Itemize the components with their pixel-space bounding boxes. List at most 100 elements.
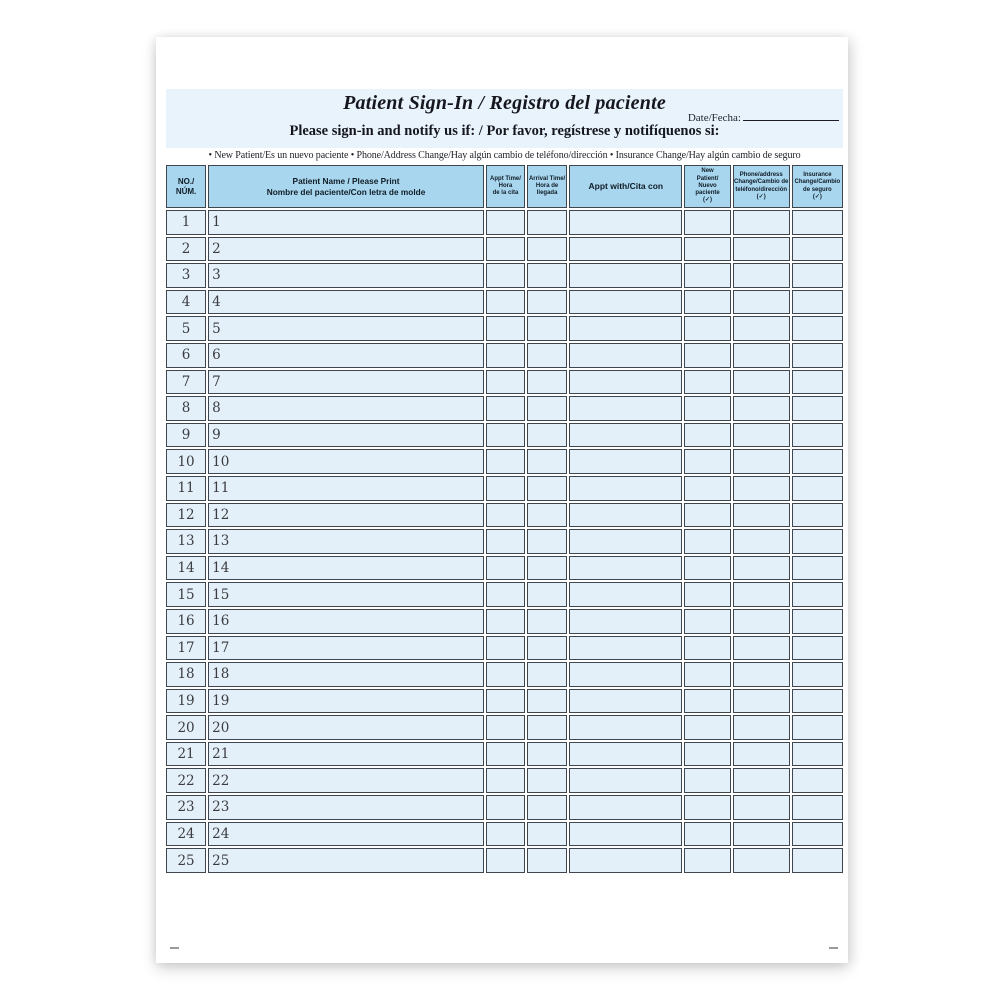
patient-name-cell: 16 bbox=[208, 608, 484, 634]
name-tab-number: 13 bbox=[212, 533, 230, 550]
appt-with-cell bbox=[569, 608, 683, 634]
appt-time-cell bbox=[485, 369, 526, 395]
appt-time-cell bbox=[485, 821, 526, 847]
table-row: 18 18 bbox=[166, 662, 843, 687]
sign-in-sheet-page: Patient Sign-In / Registro del paciente … bbox=[156, 37, 848, 963]
phone-change-cell bbox=[732, 289, 790, 315]
patient-name-cell: 14 bbox=[208, 555, 484, 581]
row-number-cell: 15 bbox=[166, 582, 207, 607]
appt-with-cell bbox=[569, 821, 683, 847]
phone-change-cell bbox=[732, 529, 790, 554]
phone-change-cell bbox=[732, 422, 790, 448]
appt-with-cell bbox=[569, 449, 683, 474]
arrival-time-cell bbox=[527, 768, 568, 794]
row-number-cell: 23 bbox=[166, 795, 207, 820]
column-header-appt_time: Appt Time/ Hora de la cita bbox=[485, 165, 526, 208]
patient-name-cell: 22 bbox=[208, 768, 484, 794]
new-patient-cell bbox=[684, 289, 731, 315]
name-tab-number: 10 bbox=[212, 453, 230, 470]
sign-in-table: NO./ NÚM. Patient Name / Please Print Nom… bbox=[164, 163, 845, 875]
name-tab-number: 25 bbox=[212, 852, 230, 869]
phone-change-cell bbox=[732, 582, 790, 607]
arrival-time-cell bbox=[527, 529, 568, 554]
column-header-arrival_time: Arrival Time/ Hora de llegada bbox=[527, 165, 568, 208]
new-patient-cell bbox=[684, 848, 731, 873]
patient-name-cell: 24 bbox=[208, 821, 484, 847]
arrival-time-cell bbox=[527, 555, 568, 581]
name-tab-number: 23 bbox=[212, 799, 230, 816]
insurance-change-cell bbox=[791, 210, 843, 235]
insurance-change-cell bbox=[791, 529, 843, 554]
column-header-no: NO./ NÚM. bbox=[166, 165, 207, 208]
appt-with-cell bbox=[569, 342, 683, 368]
phone-change-cell bbox=[732, 449, 790, 474]
row-number-cell: 11 bbox=[166, 475, 207, 501]
appt-time-cell bbox=[485, 316, 526, 341]
table-row: 22 22 bbox=[166, 768, 843, 794]
phone-change-cell bbox=[732, 608, 790, 634]
table-row: 16 16 bbox=[166, 608, 843, 634]
appt-with-cell bbox=[569, 475, 683, 501]
name-tab-number: 8 bbox=[212, 400, 221, 417]
insurance-change-cell bbox=[791, 342, 843, 368]
arrival-time-cell bbox=[527, 715, 568, 740]
new-patient-cell bbox=[684, 316, 731, 341]
row-number-cell: 18 bbox=[166, 662, 207, 687]
patient-name-cell: 8 bbox=[208, 396, 484, 421]
new-patient-cell bbox=[684, 768, 731, 794]
arrival-time-cell bbox=[527, 662, 568, 687]
arrival-time-cell bbox=[527, 316, 568, 341]
appt-with-cell bbox=[569, 396, 683, 421]
column-header-insurance_change: Insurance Change/Cambio de seguro (✓) bbox=[791, 165, 843, 208]
row-number-cell: 17 bbox=[166, 635, 207, 661]
row-number-cell: 5 bbox=[166, 316, 207, 341]
table-row: 12 12 bbox=[166, 502, 843, 528]
page-subtitle: Please sign-in and notify us if: / Por f… bbox=[289, 123, 720, 139]
name-tab-number: 18 bbox=[212, 666, 230, 683]
patient-name-cell: 25 bbox=[208, 848, 484, 873]
row-number-cell: 7 bbox=[166, 369, 207, 395]
insurance-change-cell bbox=[791, 396, 843, 421]
phone-change-cell bbox=[732, 768, 790, 794]
name-tab-number: 17 bbox=[212, 639, 230, 656]
insurance-change-cell bbox=[791, 635, 843, 661]
name-tab-number: 15 bbox=[212, 586, 230, 603]
arrival-time-cell bbox=[527, 422, 568, 448]
appt-time-cell bbox=[485, 449, 526, 474]
new-patient-cell bbox=[684, 529, 731, 554]
new-patient-cell bbox=[684, 422, 731, 448]
arrival-time-cell bbox=[527, 635, 568, 661]
insurance-change-cell bbox=[791, 741, 843, 767]
arrival-time-cell bbox=[527, 741, 568, 767]
patient-name-cell: 23 bbox=[208, 795, 484, 820]
row-number-cell: 10 bbox=[166, 449, 207, 474]
row-number-cell: 19 bbox=[166, 688, 207, 714]
new-patient-cell bbox=[684, 236, 731, 262]
table-body: 1 1 2 2 3 3 4 4 5 5 6 6 7 7 8 8 9 9 10 10 11 11 12 12 13 13 14 14 15… bbox=[166, 210, 843, 873]
appt-time-cell bbox=[485, 210, 526, 235]
appt-with-cell bbox=[569, 369, 683, 395]
appt-with-cell bbox=[569, 263, 683, 288]
patient-name-cell: 13 bbox=[208, 529, 484, 554]
appt-time-cell bbox=[485, 342, 526, 368]
arrival-time-cell bbox=[527, 475, 568, 501]
name-tab-number: 7 bbox=[212, 373, 221, 390]
table-row: 10 10 bbox=[166, 449, 843, 474]
notify-bullet-line: • New Patient/Es un nuevo paciente • Pho… bbox=[208, 150, 801, 161]
arrival-time-cell bbox=[527, 848, 568, 873]
new-patient-cell bbox=[684, 795, 731, 820]
insurance-change-cell bbox=[791, 422, 843, 448]
phone-change-cell bbox=[732, 236, 790, 262]
insurance-change-cell bbox=[791, 608, 843, 634]
appt-with-cell bbox=[569, 715, 683, 740]
table-row: 14 14 bbox=[166, 555, 843, 581]
appt-time-cell bbox=[485, 289, 526, 315]
new-patient-cell bbox=[684, 210, 731, 235]
insurance-change-cell bbox=[791, 715, 843, 740]
column-header-appt_with: Appt with/Cita con bbox=[569, 165, 683, 208]
